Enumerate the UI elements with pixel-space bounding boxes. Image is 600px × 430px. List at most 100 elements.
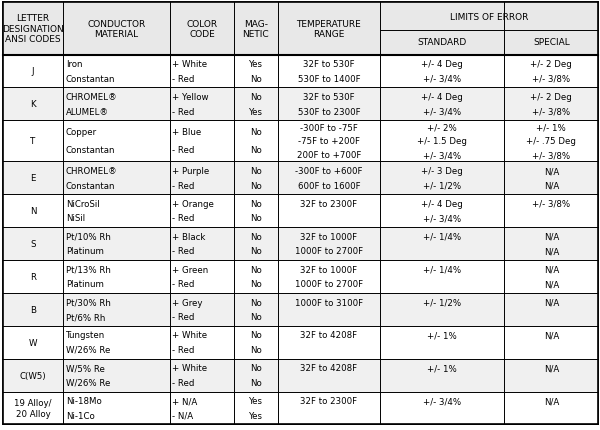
- Text: COLOR
CODE: COLOR CODE: [187, 19, 218, 39]
- Text: K: K: [30, 100, 36, 109]
- Text: 530F to 2300F: 530F to 2300F: [298, 108, 360, 116]
- Text: N/A: N/A: [544, 280, 559, 289]
- Text: +/- 1%: +/- 1%: [427, 331, 457, 340]
- Text: W/5% Re: W/5% Re: [66, 363, 105, 372]
- Text: No: No: [250, 298, 262, 307]
- Text: 32F to 2300F: 32F to 2300F: [300, 396, 358, 405]
- Bar: [3, 293, 598, 326]
- Text: J: J: [32, 68, 34, 76]
- Text: W: W: [29, 338, 37, 347]
- Text: NiSil: NiSil: [66, 214, 85, 223]
- Text: +/- 3/4%: +/- 3/4%: [423, 108, 461, 116]
- Text: +/- 3/8%: +/- 3/8%: [532, 74, 571, 83]
- Text: +/- 3/8%: +/- 3/8%: [532, 150, 571, 160]
- Text: 200F to +700F: 200F to +700F: [296, 150, 361, 160]
- Text: +/- .75 Deg: +/- .75 Deg: [526, 137, 576, 146]
- Text: Tungsten: Tungsten: [66, 331, 105, 340]
- Text: LETTER
DESIGNATION
ANSI CODES: LETTER DESIGNATION ANSI CODES: [2, 14, 64, 44]
- Text: Constantan: Constantan: [66, 181, 115, 190]
- Text: Constantan: Constantan: [66, 146, 115, 155]
- Text: No: No: [250, 331, 262, 340]
- Text: +/- 2 Deg: +/- 2 Deg: [530, 60, 572, 69]
- Text: + Black: + Black: [172, 232, 206, 241]
- Text: Ni-18Mo: Ni-18Mo: [66, 396, 101, 405]
- Text: +/- 1/2%: +/- 1/2%: [423, 298, 461, 307]
- Text: +/- 4 Deg: +/- 4 Deg: [421, 200, 463, 209]
- Text: + Orange: + Orange: [172, 200, 214, 209]
- Text: 32F to 1000F: 32F to 1000F: [300, 232, 358, 241]
- Text: N/A: N/A: [544, 363, 559, 372]
- Text: 32F to 2300F: 32F to 2300F: [300, 200, 358, 209]
- Text: No: No: [250, 265, 262, 274]
- Text: +/- 1.5 Deg: +/- 1.5 Deg: [417, 137, 467, 146]
- Text: - Red: - Red: [172, 247, 194, 256]
- Text: 1000F to 2700F: 1000F to 2700F: [295, 280, 363, 289]
- Text: +/- 3/4%: +/- 3/4%: [423, 214, 461, 223]
- Text: N/A: N/A: [544, 396, 559, 405]
- Text: CHROMEL®: CHROMEL®: [66, 167, 118, 176]
- Text: 530F to 1400F: 530F to 1400F: [298, 74, 360, 83]
- Text: No: No: [250, 181, 262, 190]
- Text: N/A: N/A: [544, 265, 559, 274]
- Text: No: No: [250, 93, 262, 102]
- Text: + N/A: + N/A: [172, 396, 197, 405]
- Text: +/- 4 Deg: +/- 4 Deg: [421, 93, 463, 102]
- Text: N/A: N/A: [544, 331, 559, 340]
- Text: T: T: [31, 137, 35, 146]
- Text: -75F to +200F: -75F to +200F: [298, 137, 360, 146]
- Text: ALUMEL®: ALUMEL®: [66, 108, 109, 116]
- Text: +/- 1/2%: +/- 1/2%: [423, 181, 461, 190]
- Text: Constantan: Constantan: [66, 74, 115, 83]
- Text: 32F to 4208F: 32F to 4208F: [300, 363, 358, 372]
- Text: Yes: Yes: [249, 108, 263, 116]
- Bar: [3, 326, 598, 359]
- Text: 32F to 1000F: 32F to 1000F: [300, 265, 358, 274]
- Text: No: No: [250, 167, 262, 176]
- Text: +/- 1%: +/- 1%: [536, 123, 566, 132]
- Text: +/- 3/8%: +/- 3/8%: [532, 200, 571, 209]
- Text: W/26% Re: W/26% Re: [66, 345, 110, 354]
- Text: - Red: - Red: [172, 345, 194, 354]
- Text: - Red: - Red: [172, 181, 194, 190]
- Text: No: No: [250, 214, 262, 223]
- Text: - Red: - Red: [172, 214, 194, 223]
- Text: + White: + White: [172, 331, 207, 340]
- Text: MAG-
NETIC: MAG- NETIC: [242, 19, 269, 39]
- Text: No: No: [250, 312, 262, 321]
- Text: - Red: - Red: [172, 108, 194, 116]
- Text: CHROMEL®: CHROMEL®: [66, 93, 118, 102]
- Text: Platinum: Platinum: [66, 280, 104, 289]
- Bar: [3, 55, 598, 88]
- Text: No: No: [250, 345, 262, 354]
- Text: No: No: [250, 200, 262, 209]
- Text: Yes: Yes: [249, 60, 263, 69]
- Bar: [3, 162, 598, 195]
- Text: 32F to 530F: 32F to 530F: [303, 60, 355, 69]
- Text: +/- 4 Deg: +/- 4 Deg: [421, 60, 463, 69]
- Text: - Red: - Red: [172, 74, 194, 83]
- Text: N/A: N/A: [544, 298, 559, 307]
- Text: Platinum: Platinum: [66, 247, 104, 256]
- Text: 19 Alloy/
20 Alloy: 19 Alloy/ 20 Alloy: [14, 398, 52, 418]
- Text: LIMITS OF ERROR: LIMITS OF ERROR: [450, 12, 528, 22]
- Text: -300F to +600F: -300F to +600F: [295, 167, 362, 176]
- Text: W/26% Re: W/26% Re: [66, 378, 110, 387]
- Bar: [3, 392, 598, 424]
- Text: Pt/30% Rh: Pt/30% Rh: [66, 298, 111, 307]
- Text: N/A: N/A: [544, 181, 559, 190]
- Text: - N/A: - N/A: [172, 411, 193, 420]
- Text: 32F to 530F: 32F to 530F: [303, 93, 355, 102]
- Bar: [3, 3, 598, 55]
- Text: +/- 2 Deg: +/- 2 Deg: [530, 93, 572, 102]
- Text: N/A: N/A: [544, 167, 559, 176]
- Text: N/A: N/A: [544, 247, 559, 256]
- Text: No: No: [250, 232, 262, 241]
- Text: + Yellow: + Yellow: [172, 93, 209, 102]
- Bar: [3, 261, 598, 293]
- Text: No: No: [250, 128, 262, 137]
- Text: C(W5): C(W5): [20, 371, 46, 380]
- Text: No: No: [250, 146, 262, 155]
- Text: CONDUCTOR
MATERIAL: CONDUCTOR MATERIAL: [88, 19, 146, 39]
- Text: 1000F to 2700F: 1000F to 2700F: [295, 247, 363, 256]
- Text: +/- 1/4%: +/- 1/4%: [423, 232, 461, 241]
